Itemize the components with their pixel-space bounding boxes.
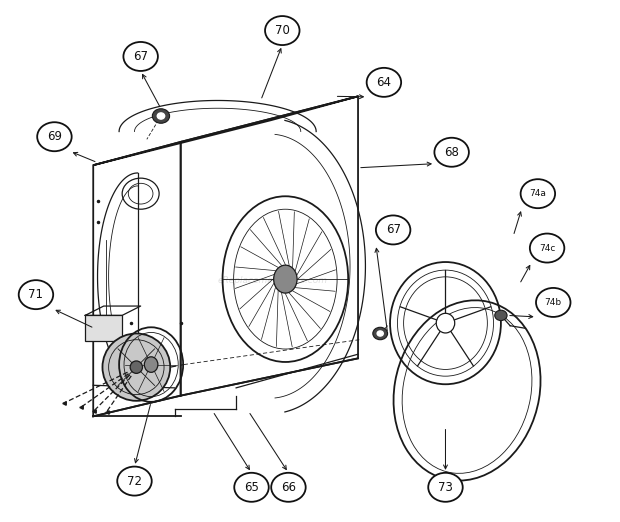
Text: 74c: 74c <box>539 244 556 253</box>
FancyBboxPatch shape <box>85 315 122 341</box>
Ellipse shape <box>102 334 170 401</box>
Circle shape <box>435 138 469 167</box>
Circle shape <box>377 331 383 336</box>
Circle shape <box>428 473 463 502</box>
Circle shape <box>117 467 152 495</box>
Text: 71: 71 <box>29 288 43 301</box>
Circle shape <box>234 473 268 502</box>
Circle shape <box>265 16 299 45</box>
Circle shape <box>521 179 555 208</box>
Text: eReplacementParts.com: eReplacementParts.com <box>218 276 328 285</box>
Circle shape <box>530 233 564 263</box>
Ellipse shape <box>144 357 158 372</box>
Circle shape <box>376 216 410 244</box>
Text: 72: 72 <box>127 474 142 488</box>
Text: 69: 69 <box>47 130 62 143</box>
Circle shape <box>157 113 165 119</box>
Text: 74a: 74a <box>529 189 546 198</box>
Text: 73: 73 <box>438 481 453 494</box>
Text: 64: 64 <box>376 76 391 89</box>
Text: 66: 66 <box>281 481 296 494</box>
Text: 67: 67 <box>133 50 148 63</box>
Ellipse shape <box>273 265 297 293</box>
Circle shape <box>153 109 170 123</box>
Ellipse shape <box>130 361 143 373</box>
Circle shape <box>366 68 401 97</box>
Text: 74b: 74b <box>545 298 562 307</box>
Text: 67: 67 <box>386 223 401 236</box>
Text: 65: 65 <box>244 481 259 494</box>
Circle shape <box>37 122 72 151</box>
Circle shape <box>19 280 53 309</box>
Text: 68: 68 <box>444 146 459 159</box>
Circle shape <box>536 288 570 317</box>
Circle shape <box>495 310 507 321</box>
Ellipse shape <box>436 313 454 333</box>
Circle shape <box>271 473 306 502</box>
Circle shape <box>373 327 388 340</box>
Circle shape <box>123 42 158 71</box>
Text: 70: 70 <box>275 24 290 37</box>
